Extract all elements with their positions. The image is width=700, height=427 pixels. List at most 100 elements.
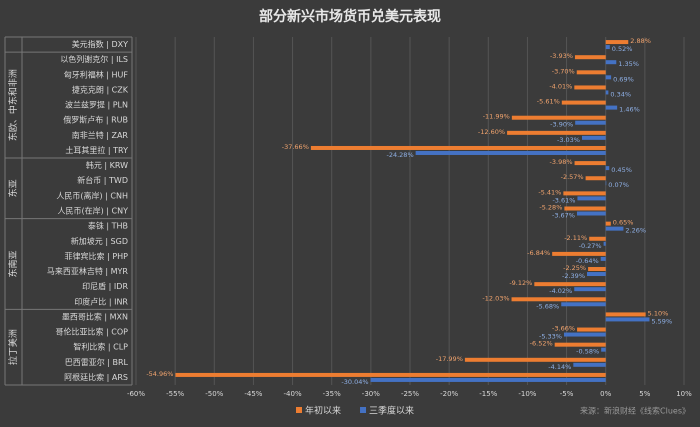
value-label: -3.03% xyxy=(557,136,580,144)
bar xyxy=(561,302,606,307)
x-tick-label: -30% xyxy=(362,390,380,398)
category-label: 韩元 | KRW xyxy=(86,160,128,170)
category-label: 新台币 | TWD xyxy=(77,175,128,185)
legend-swatch xyxy=(360,407,367,413)
value-label: -3.61% xyxy=(552,196,575,204)
bar xyxy=(575,120,606,125)
value-label: -30.04% xyxy=(341,378,368,386)
bar xyxy=(605,90,609,95)
value-label: -3.98% xyxy=(550,158,573,166)
category-label: 捷克克朗 | CZK xyxy=(72,84,129,94)
value-label: -5.61% xyxy=(537,98,560,106)
value-label: -37.66% xyxy=(282,143,309,151)
category-label: 新加坡元 | SGD xyxy=(71,236,128,246)
bar xyxy=(576,211,606,216)
category-label: 泰铢 | THB xyxy=(88,221,128,231)
group-label: 东欧、中东和非洲 xyxy=(7,69,19,141)
value-label: 0.65% xyxy=(613,219,634,227)
category-label: 墨西哥比索 | MXN xyxy=(62,311,128,321)
category-label: 人民币(在岸) | CNY xyxy=(58,206,129,216)
value-label: 2.88% xyxy=(630,37,651,45)
value-label: 0.07% xyxy=(608,181,629,189)
value-label: -6.52% xyxy=(530,340,553,348)
bar xyxy=(601,347,606,352)
value-label: 0.34% xyxy=(610,90,631,98)
category-label: 土耳其里拉 | TRY xyxy=(65,145,128,155)
x-tick-label: -15% xyxy=(479,390,497,398)
bar xyxy=(574,287,606,292)
bar xyxy=(585,176,606,181)
category-label: 马来西亚林吉特 | MYR xyxy=(47,266,129,276)
bar xyxy=(605,105,618,110)
value-label: -17.99% xyxy=(436,355,463,363)
value-label: -0.27% xyxy=(579,242,602,250)
category-label: 美元指数 | DXY xyxy=(72,39,128,49)
value-label: -0.58% xyxy=(576,348,599,356)
bar xyxy=(605,60,617,65)
category-label: 阿根廷比索 | ARS xyxy=(64,372,128,382)
chart-title: 部分新兴市场货币兑美元表现 xyxy=(259,8,441,25)
bar xyxy=(605,166,610,171)
bar xyxy=(534,282,606,287)
legend-swatch xyxy=(296,407,302,413)
x-tick-label: -5% xyxy=(560,390,574,398)
x-tick-label: -20% xyxy=(440,390,458,398)
bar xyxy=(605,45,610,50)
value-label: -5.33% xyxy=(539,333,562,341)
value-label: 0.45% xyxy=(611,166,632,174)
category-label: 匈牙利福林 | HUF xyxy=(64,69,129,79)
value-label: -3.93% xyxy=(550,52,573,60)
bar xyxy=(511,115,606,120)
bar xyxy=(511,297,606,302)
value-label: -12.03% xyxy=(482,294,509,302)
value-label: 2.26% xyxy=(625,227,646,235)
bar xyxy=(370,377,606,382)
bar xyxy=(564,206,606,211)
value-label: 0.69% xyxy=(613,75,634,83)
x-tick-label: 10% xyxy=(676,390,692,398)
bar xyxy=(600,256,606,261)
value-label: -12.60% xyxy=(478,128,505,136)
bar xyxy=(507,130,606,135)
category-label: 哥伦比亚比索 | COP xyxy=(56,327,129,337)
bar xyxy=(605,40,629,45)
bar xyxy=(605,181,607,186)
bar xyxy=(573,362,606,367)
bar xyxy=(588,267,606,272)
group-label: 东南亚 xyxy=(7,250,19,277)
value-label: -54.96% xyxy=(146,370,173,378)
x-tick-label: -55% xyxy=(166,390,184,398)
value-label: 5.10% xyxy=(648,309,669,317)
category-label: 印度卢比 | INR xyxy=(74,296,128,306)
bar xyxy=(561,100,606,105)
source: 来源：新浪财经《线索Clues》 xyxy=(580,406,690,416)
bar xyxy=(603,241,606,246)
bar xyxy=(576,70,606,75)
value-label: -2.11% xyxy=(564,234,587,242)
value-label: 0.52% xyxy=(612,45,633,53)
x-tick-label: -25% xyxy=(401,390,419,398)
value-label: -3.67% xyxy=(552,212,575,220)
bar xyxy=(310,145,606,150)
value-label: 1.46% xyxy=(619,106,640,114)
bar xyxy=(175,372,606,377)
value-label: -2.25% xyxy=(563,264,586,272)
value-label: -4.02% xyxy=(549,287,572,295)
group-label: 东亚 xyxy=(7,179,19,197)
value-label: -5.68% xyxy=(536,302,559,310)
category-label: 印尼盾 | IDR xyxy=(82,281,128,291)
legend-label: 三季度以来 xyxy=(369,405,414,417)
bar xyxy=(464,357,606,362)
bar xyxy=(589,236,606,241)
value-label: -24.28% xyxy=(386,151,413,159)
bar xyxy=(563,332,606,337)
value-label: 5.59% xyxy=(651,317,672,325)
group-label: 拉丁美洲 xyxy=(7,329,19,365)
bar xyxy=(563,191,606,196)
category-label: 俄罗斯卢布 | RUB xyxy=(63,115,128,125)
category-label: 波兰兹罗提 | PLN xyxy=(65,100,128,110)
bar xyxy=(605,75,612,80)
bar xyxy=(605,221,611,226)
x-tick-label: 0% xyxy=(600,390,611,398)
x-tick-label: 5% xyxy=(639,390,650,398)
